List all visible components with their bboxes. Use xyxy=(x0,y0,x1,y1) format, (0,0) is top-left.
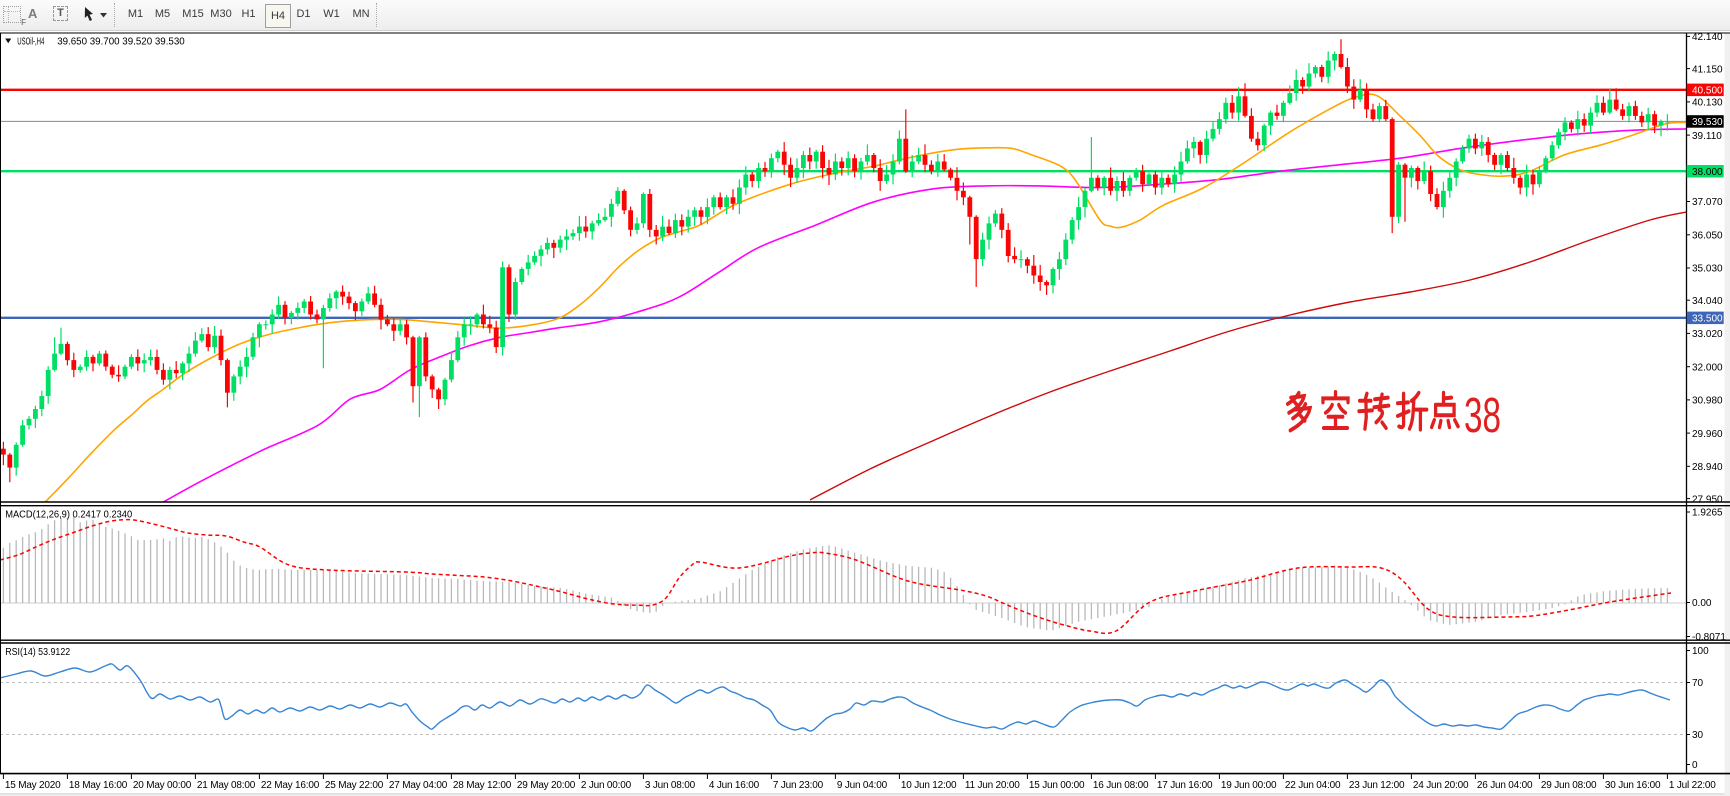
svg-text:USOil-,H4: USOil-,H4 xyxy=(17,37,44,48)
svg-text:RSI(14) 53.9122: RSI(14) 53.9122 xyxy=(5,647,70,658)
svg-text:18 May 16:00: 18 May 16:00 xyxy=(69,780,128,791)
svg-text:1.9265: 1.9265 xyxy=(1692,508,1723,519)
svg-text:9 Jun 04:00: 9 Jun 04:00 xyxy=(837,780,888,791)
svg-text:0.00: 0.00 xyxy=(1692,598,1712,609)
svg-text:1 Jul 22:00: 1 Jul 22:00 xyxy=(1669,780,1716,791)
svg-text:32.000: 32.000 xyxy=(1692,362,1723,373)
svg-text:24 Jun 20:00: 24 Jun 20:00 xyxy=(1413,780,1469,791)
svg-text:30.980: 30.980 xyxy=(1692,396,1723,407)
svg-text:4 Jun 16:00: 4 Jun 16:00 xyxy=(709,780,760,791)
svg-text:39.530: 39.530 xyxy=(1692,117,1723,128)
svg-text:MACD(12,26,9) 0.2417 0.2340: MACD(12,26,9) 0.2417 0.2340 xyxy=(5,510,132,521)
svg-text:100: 100 xyxy=(1692,646,1709,657)
svg-text:39.110: 39.110 xyxy=(1692,131,1722,142)
svg-text:70: 70 xyxy=(1692,678,1704,689)
svg-text:26 Jun 04:00: 26 Jun 04:00 xyxy=(1477,780,1533,791)
svg-text:22 Jun 04:00: 22 Jun 04:00 xyxy=(1285,780,1341,791)
svg-text:15 Jun 00:00: 15 Jun 00:00 xyxy=(1029,780,1085,791)
svg-text:42.140: 42.140 xyxy=(1692,32,1723,43)
svg-text:28.940: 28.940 xyxy=(1692,462,1723,473)
svg-text:22 May 16:00: 22 May 16:00 xyxy=(261,780,320,791)
svg-text:34.040: 34.040 xyxy=(1692,296,1723,307)
svg-text:19 Jun 00:00: 19 Jun 00:00 xyxy=(1221,780,1277,791)
svg-text:16 Jun 08:00: 16 Jun 08:00 xyxy=(1093,780,1149,791)
svg-text:40.130: 40.130 xyxy=(1692,98,1723,109)
svg-text:33.500: 33.500 xyxy=(1692,314,1723,325)
svg-text:29 May 20:00: 29 May 20:00 xyxy=(517,780,576,791)
svg-text:25 May 22:00: 25 May 22:00 xyxy=(325,780,384,791)
svg-text:20 May 00:00: 20 May 00:00 xyxy=(133,780,192,791)
svg-text:-0.8071: -0.8071 xyxy=(1692,632,1726,643)
svg-text:2 Jun 00:00: 2 Jun 00:00 xyxy=(581,780,632,791)
svg-text:23 Jun 12:00: 23 Jun 12:00 xyxy=(1349,780,1405,791)
svg-text:38: 38 xyxy=(1464,389,1501,443)
svg-text:41.150: 41.150 xyxy=(1692,64,1723,75)
svg-text:11 Jun 20:00: 11 Jun 20:00 xyxy=(965,780,1020,791)
svg-text:3 Jun 08:00: 3 Jun 08:00 xyxy=(645,780,696,791)
svg-text:33.020: 33.020 xyxy=(1692,329,1723,340)
svg-text:40.500: 40.500 xyxy=(1692,86,1723,97)
svg-text:7 Jun 23:00: 7 Jun 23:00 xyxy=(773,780,824,791)
svg-text:10 Jun 12:00: 10 Jun 12:00 xyxy=(901,780,957,791)
svg-text:39.650 39.700 39.520 39.530: 39.650 39.700 39.520 39.530 xyxy=(57,37,185,48)
svg-text:27.950: 27.950 xyxy=(1692,494,1723,505)
svg-text:38.000: 38.000 xyxy=(1692,167,1723,178)
svg-text:21 May 08:00: 21 May 08:00 xyxy=(197,780,256,791)
svg-text:15 May 2020: 15 May 2020 xyxy=(5,780,61,791)
svg-text:36.050: 36.050 xyxy=(1692,231,1723,242)
svg-text:29.960: 29.960 xyxy=(1692,429,1723,440)
svg-text:30 Jun 16:00: 30 Jun 16:00 xyxy=(1605,780,1661,791)
svg-text:28 May 12:00: 28 May 12:00 xyxy=(453,780,512,791)
svg-text:35.030: 35.030 xyxy=(1692,264,1723,275)
svg-text:37.070: 37.070 xyxy=(1692,197,1723,208)
svg-text:30: 30 xyxy=(1692,730,1704,741)
svg-text:27 May 04:00: 27 May 04:00 xyxy=(389,780,448,791)
svg-text:29 Jun 08:00: 29 Jun 08:00 xyxy=(1541,780,1597,791)
svg-text:17 Jun 16:00: 17 Jun 16:00 xyxy=(1157,780,1213,791)
svg-text:0: 0 xyxy=(1692,760,1698,771)
